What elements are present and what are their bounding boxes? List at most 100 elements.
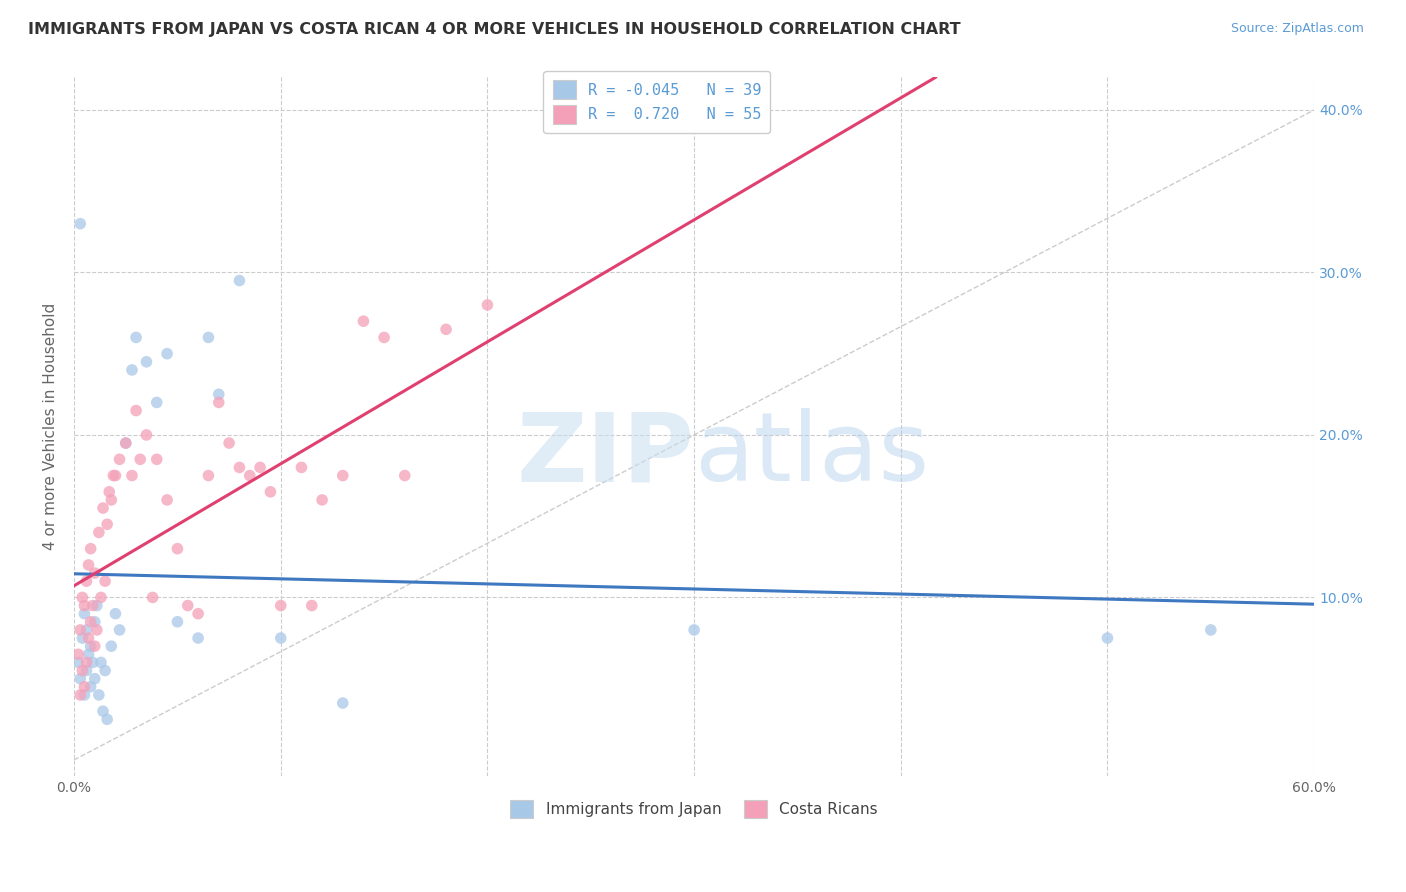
Point (96, 517, 118, 532)
Point (187, 631, 209, 645)
Text: IMMIGRANTS FROM JAPAN VS COSTA RICAN 4 OR MORE VEHICLES IN HOUSEHOLD CORRELATION: IMMIGRANTS FROM JAPAN VS COSTA RICAN 4 O… (28, 22, 960, 37)
Point (100, 639, 122, 653)
Point (98, 484, 121, 499)
Point (197, 330, 219, 344)
Point (166, 541, 188, 556)
Point (108, 623, 131, 637)
Point (135, 355, 157, 369)
Point (166, 615, 188, 629)
Point (301, 599, 323, 613)
Point (94, 664, 117, 678)
Point (259, 484, 281, 499)
Point (332, 696, 354, 710)
Text: Source: ZipAtlas.com: Source: ZipAtlas.com (1230, 22, 1364, 36)
Point (142, 591, 165, 605)
Point (135, 428, 157, 442)
Point (114, 436, 136, 450)
Point (197, 468, 219, 483)
Point (83, 615, 105, 629)
Point (187, 607, 209, 621)
Point (82, 656, 104, 670)
Point (96, 712, 118, 726)
Point (332, 468, 354, 483)
Point (129, 452, 152, 467)
Point (228, 274, 250, 288)
Point (72, 631, 94, 645)
Point (125, 403, 148, 417)
Point (77, 648, 100, 662)
Point (1097, 631, 1119, 645)
Point (69, 217, 91, 231)
Point (683, 623, 706, 637)
Point (100, 492, 122, 507)
Point (218, 436, 240, 450)
Point (72, 591, 94, 605)
Point (228, 460, 250, 475)
Point (79, 639, 101, 653)
Point (83, 639, 105, 653)
Point (79, 615, 101, 629)
Point (177, 599, 200, 613)
Point (156, 492, 179, 507)
Point (76, 656, 98, 670)
Point (82, 599, 104, 613)
Point (76, 664, 98, 678)
Point (83, 566, 105, 580)
Point (270, 631, 292, 645)
Point (125, 330, 148, 344)
Point (239, 468, 262, 483)
Point (373, 330, 395, 344)
Point (208, 387, 231, 401)
Point (108, 452, 131, 467)
Point (90, 656, 112, 670)
Point (76, 623, 98, 637)
Point (104, 607, 127, 621)
Point (103, 468, 125, 483)
Text: ZIP: ZIP (516, 409, 695, 501)
Point (69, 672, 91, 686)
Point (73, 599, 96, 613)
Point (290, 460, 312, 475)
Point (86, 599, 108, 613)
Text: atlas: atlas (695, 409, 929, 501)
Point (73, 680, 96, 694)
Point (67, 656, 90, 670)
Point (94, 574, 117, 589)
Point (114, 436, 136, 450)
Point (91, 501, 114, 516)
Point (79, 680, 101, 694)
Point (77, 558, 100, 572)
Point (477, 298, 499, 312)
Point (90, 591, 112, 605)
Point (77, 631, 100, 645)
Point (145, 395, 167, 409)
Point (86, 623, 108, 637)
Point (434, 322, 457, 336)
Point (69, 688, 91, 702)
Legend: Immigrants from Japan, Costa Ricans: Immigrants from Japan, Costa Ricans (505, 794, 884, 824)
Point (311, 492, 333, 507)
Point (104, 468, 127, 483)
Point (249, 460, 271, 475)
Point (91, 704, 114, 718)
Point (121, 468, 143, 483)
Point (145, 452, 167, 467)
Point (121, 363, 143, 377)
Point (79, 541, 101, 556)
Point (352, 314, 374, 328)
Point (1199, 623, 1222, 637)
Point (87, 525, 110, 540)
Point (156, 347, 179, 361)
Point (72, 664, 94, 678)
Point (67, 648, 90, 662)
Point (87, 688, 110, 702)
Point (208, 395, 231, 409)
Point (83, 672, 105, 686)
Point (73, 607, 96, 621)
Point (270, 599, 292, 613)
Y-axis label: 4 or more Vehicles in Household: 4 or more Vehicles in Household (44, 303, 58, 550)
Point (394, 468, 416, 483)
Point (69, 623, 91, 637)
Point (73, 688, 96, 702)
Point (76, 574, 98, 589)
